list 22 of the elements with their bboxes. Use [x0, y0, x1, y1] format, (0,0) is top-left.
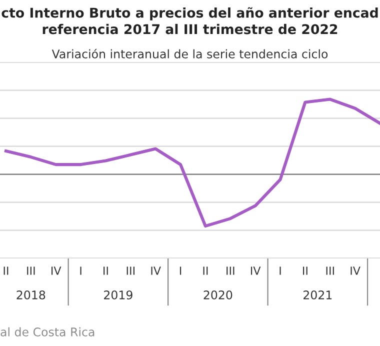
text: 2021	[304, 290, 332, 300]
text: 2020	[204, 290, 232, 300]
text: al de Costa Rica	[0, 327, 94, 336]
x-tick-label: I	[80, 266, 82, 275]
x-tick-label: III	[126, 266, 134, 275]
chart-title: cto Interno Bruto a precios del año anterior encad referencia 2017 al III trimestre de 2022	[2, 7, 378, 34]
x-tick-label: IV	[350, 266, 360, 275]
x-tick-label: III	[226, 266, 234, 275]
text: 2019	[104, 290, 132, 300]
x-tick-label: II	[4, 266, 8, 275]
x-tick-label: IV	[52, 266, 62, 275]
x-tick-label: IV	[250, 266, 261, 275]
text: 2018	[16, 290, 46, 300]
x-tick-label: II	[203, 266, 208, 275]
chart-subtitle: Variación interanual de la serie tendencia ciclo	[52, 48, 328, 58]
x-tick-label: II	[303, 266, 308, 275]
x-tick-label: III	[27, 266, 35, 275]
x-tick-label: II	[104, 266, 108, 275]
x-tick-label: I	[280, 266, 281, 275]
x-tick-label: III	[326, 266, 334, 275]
x-tick-label: I	[180, 266, 182, 275]
x-tick-label: IV	[151, 266, 161, 275]
